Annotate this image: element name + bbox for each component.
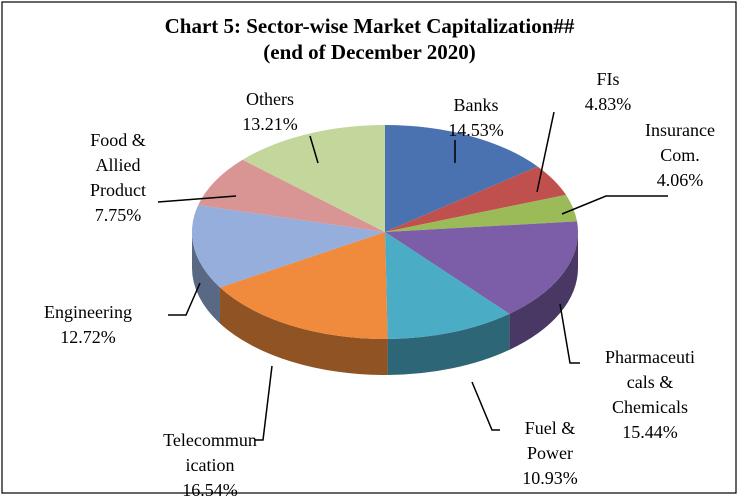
- value-label: 12.72%: [60, 327, 116, 347]
- value-label: 14.53%: [448, 120, 504, 140]
- slice-side: [387, 313, 510, 375]
- leader-line: [255, 365, 273, 441]
- category-label: Pharmaceuti cals & Chemicals: [605, 347, 695, 417]
- slice-label: Fuel & Power 10.93%: [522, 416, 578, 491]
- category-label: Engineering: [44, 302, 132, 322]
- category-label: Others: [246, 89, 294, 109]
- leader-line: [309, 135, 319, 164]
- slice: [385, 221, 578, 314]
- slice: [385, 194, 578, 232]
- category-label: Telecommun ication: [163, 430, 257, 475]
- slice: [242, 125, 385, 232]
- value-label: 16.54%: [182, 480, 238, 500]
- category-label: Insurance Com.: [645, 120, 715, 165]
- slice: [198, 159, 385, 232]
- slice-side: [509, 232, 578, 350]
- value-label: 4.83%: [584, 94, 632, 114]
- category-label: FIs: [596, 69, 620, 89]
- leader-line: [561, 195, 668, 215]
- slice-label: Food & Allied Product 7.75%: [90, 128, 146, 228]
- chart-subtitle: (end of December 2020): [263, 40, 476, 64]
- slice-label: Telecommun ication 16.54%: [163, 428, 257, 503]
- slice: [385, 125, 538, 232]
- chart-title: Chart 5: Sector-wise Market Capitalizati…: [164, 14, 575, 38]
- slice-label: Banks 14.53%: [448, 93, 504, 143]
- slice-side: [219, 287, 388, 375]
- leader-line: [559, 303, 580, 364]
- value-label: 10.93%: [522, 468, 578, 488]
- leader-line: [157, 195, 237, 203]
- slice: [385, 166, 566, 232]
- slice-label: FIs 4.83%: [585, 67, 632, 117]
- leader-line: [471, 381, 500, 431]
- value-label: 4.06%: [656, 170, 704, 190]
- category-label: Fuel & Power: [524, 418, 576, 463]
- slice-label: Insurance Com. 4.06%: [645, 118, 715, 193]
- frame: [1, 1, 737, 494]
- slice-label: Others 13.21%: [242, 87, 298, 137]
- category-label: Banks: [453, 95, 499, 115]
- value-label: 13.21%: [242, 114, 298, 134]
- slice-label: Engineering 12.72%: [44, 300, 132, 350]
- slice: [385, 232, 510, 339]
- category-label: Food & Allied Product: [90, 130, 146, 200]
- value-label: 7.75%: [94, 205, 142, 225]
- slice: [191, 205, 385, 288]
- leader-line: [536, 111, 555, 193]
- value-label: 15.44%: [622, 422, 678, 442]
- slice-side: [192, 232, 220, 324]
- slice: [219, 232, 388, 339]
- leader-line: [168, 282, 201, 316]
- slice-label: Pharmaceuti cals & Chemicals 15.44%: [605, 345, 695, 445]
